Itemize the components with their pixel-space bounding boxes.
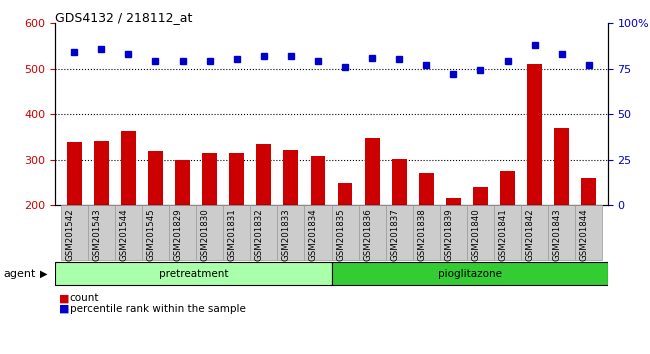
Text: pretreatment: pretreatment bbox=[159, 269, 228, 279]
Text: GSM201830: GSM201830 bbox=[201, 208, 210, 261]
Text: GSM201832: GSM201832 bbox=[255, 208, 264, 261]
Bar bbox=[548, 205, 575, 260]
Text: count: count bbox=[70, 293, 99, 303]
Bar bbox=[392, 159, 407, 297]
Text: agent: agent bbox=[3, 269, 36, 279]
Bar bbox=[521, 205, 548, 260]
Bar bbox=[169, 205, 196, 260]
Bar bbox=[67, 142, 82, 297]
Bar bbox=[283, 150, 298, 297]
Bar bbox=[575, 205, 603, 260]
Bar bbox=[467, 205, 494, 260]
Bar bbox=[278, 205, 304, 260]
Bar bbox=[332, 205, 359, 260]
Text: percentile rank within the sample: percentile rank within the sample bbox=[70, 304, 246, 314]
Text: GSM201833: GSM201833 bbox=[282, 208, 291, 261]
Bar bbox=[419, 172, 434, 297]
Bar bbox=[196, 205, 223, 260]
Bar bbox=[311, 156, 326, 297]
Text: pioglitazone: pioglitazone bbox=[437, 269, 502, 279]
Bar bbox=[121, 131, 136, 297]
Text: GSM201841: GSM201841 bbox=[499, 208, 508, 261]
Bar bbox=[250, 205, 278, 260]
Bar bbox=[148, 151, 163, 297]
Text: GSM201834: GSM201834 bbox=[309, 208, 318, 261]
Text: GSM201843: GSM201843 bbox=[552, 208, 562, 261]
Text: GSM201542: GSM201542 bbox=[65, 208, 74, 261]
Text: GSM201831: GSM201831 bbox=[227, 208, 237, 261]
Bar bbox=[337, 183, 352, 297]
Text: GSM201837: GSM201837 bbox=[390, 208, 399, 261]
Bar bbox=[365, 138, 380, 297]
Bar bbox=[359, 205, 385, 260]
Bar bbox=[385, 205, 413, 260]
Bar bbox=[94, 141, 109, 297]
Bar bbox=[494, 205, 521, 260]
Text: ▶: ▶ bbox=[40, 269, 48, 279]
Bar bbox=[60, 205, 88, 260]
Bar bbox=[440, 205, 467, 260]
Bar bbox=[332, 262, 608, 285]
Text: GSM201543: GSM201543 bbox=[92, 208, 101, 261]
Text: GSM201545: GSM201545 bbox=[146, 208, 155, 261]
Text: GSM201842: GSM201842 bbox=[526, 208, 534, 261]
Text: GSM201838: GSM201838 bbox=[417, 208, 426, 261]
Bar bbox=[446, 199, 461, 297]
Bar bbox=[256, 144, 271, 297]
Bar bbox=[88, 205, 115, 260]
Text: GSM201844: GSM201844 bbox=[580, 208, 589, 261]
Text: ■: ■ bbox=[58, 293, 69, 303]
Bar bbox=[413, 205, 440, 260]
Bar bbox=[223, 205, 250, 260]
Bar bbox=[581, 178, 596, 297]
Text: GSM201835: GSM201835 bbox=[336, 208, 345, 261]
Text: GSM201839: GSM201839 bbox=[445, 208, 454, 261]
Bar bbox=[175, 160, 190, 297]
Text: GSM201829: GSM201829 bbox=[174, 208, 183, 261]
Text: ■: ■ bbox=[58, 304, 69, 314]
Bar bbox=[304, 205, 332, 260]
Bar bbox=[229, 153, 244, 297]
Bar bbox=[500, 171, 515, 297]
Bar bbox=[554, 128, 569, 297]
Text: GSM201544: GSM201544 bbox=[120, 208, 129, 261]
Text: GSM201836: GSM201836 bbox=[363, 208, 372, 261]
Bar bbox=[142, 205, 169, 260]
Text: GSM201840: GSM201840 bbox=[471, 208, 480, 261]
Text: GDS4132 / 218112_at: GDS4132 / 218112_at bbox=[55, 11, 192, 24]
Bar bbox=[115, 205, 142, 260]
Bar bbox=[473, 187, 488, 297]
Bar bbox=[527, 64, 542, 297]
Bar bbox=[202, 153, 217, 297]
Bar bbox=[55, 262, 332, 285]
